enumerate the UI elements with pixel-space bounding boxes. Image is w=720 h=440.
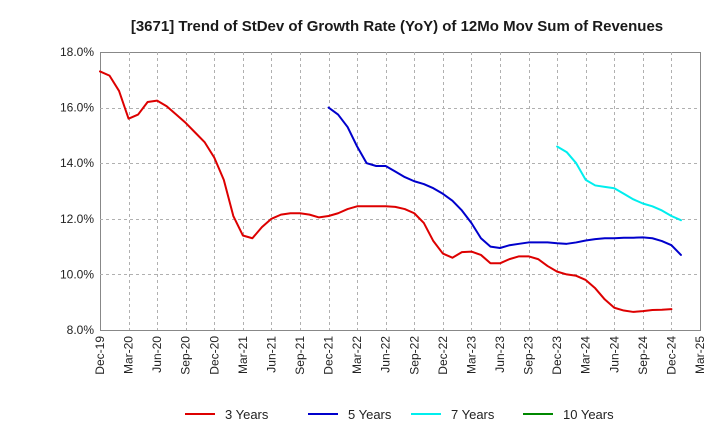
legend-label: 5 Years	[348, 407, 392, 422]
x-tick-label: Dec-23	[550, 336, 564, 375]
x-tick-label: Mar-20	[122, 336, 136, 374]
plot-area	[100, 52, 701, 331]
x-tick-label: Dec-19	[93, 336, 107, 375]
x-tick-label: Sep-20	[179, 336, 193, 375]
x-tick-label: Dec-20	[207, 336, 221, 375]
series-line-7-years	[556, 145, 682, 222]
x-tick-label: Jun-22	[379, 336, 393, 373]
legend: 3 Years 5 Years 7 Years 10 Years	[185, 407, 614, 422]
legend-label: 10 Years	[563, 407, 614, 422]
x-tick-label: Sep-23	[522, 336, 536, 375]
y-tick-label: 8.0%	[67, 323, 95, 337]
legend-label: 3 Years	[225, 407, 269, 422]
y-axis-ticks: 8.0% 10.0% 12.0% 14.0% 16.0% 18.0%	[60, 45, 94, 337]
y-tick-label: 10.0%	[60, 267, 94, 281]
x-tick-label: Sep-24	[636, 336, 650, 375]
series-line-3-years	[99, 70, 673, 313]
x-tick-label: Jun-24	[607, 336, 621, 373]
x-tick-label: Dec-21	[322, 336, 336, 375]
y-tick-label: 14.0%	[60, 156, 94, 170]
x-tick-label: Jun-21	[264, 336, 278, 373]
x-tick-label: Sep-21	[293, 336, 307, 375]
x-axis-ticks: Dec-19 Mar-20 Jun-20 Sep-20 Dec-20 Mar-21 Jun-…	[93, 336, 707, 375]
x-tick-label: Mar-21	[236, 336, 250, 374]
x-tick-label: Dec-24	[664, 336, 678, 375]
x-tick-label: Mar-23	[464, 336, 478, 374]
y-tick-label: 18.0%	[60, 45, 94, 59]
x-tick-label: Mar-24	[579, 336, 593, 374]
series-line-5-years	[327, 106, 682, 256]
series-lines	[99, 70, 682, 313]
x-tick-label: Mar-25	[693, 336, 707, 374]
x-tick-label: Sep-22	[407, 336, 421, 375]
x-tick-label: Dec-22	[436, 336, 450, 375]
x-tick-label: Mar-22	[350, 336, 364, 374]
y-tick-label: 12.0%	[60, 212, 94, 226]
legend-label: 7 Years	[451, 407, 495, 422]
gridlines	[100, 52, 700, 330]
x-tick-label: Jun-23	[493, 336, 507, 373]
y-tick-label: 16.0%	[60, 101, 94, 115]
chart-title: [3671] Trend of StDev of Growth Rate (Yo…	[131, 18, 663, 35]
x-tick-label: Jun-20	[150, 336, 164, 373]
